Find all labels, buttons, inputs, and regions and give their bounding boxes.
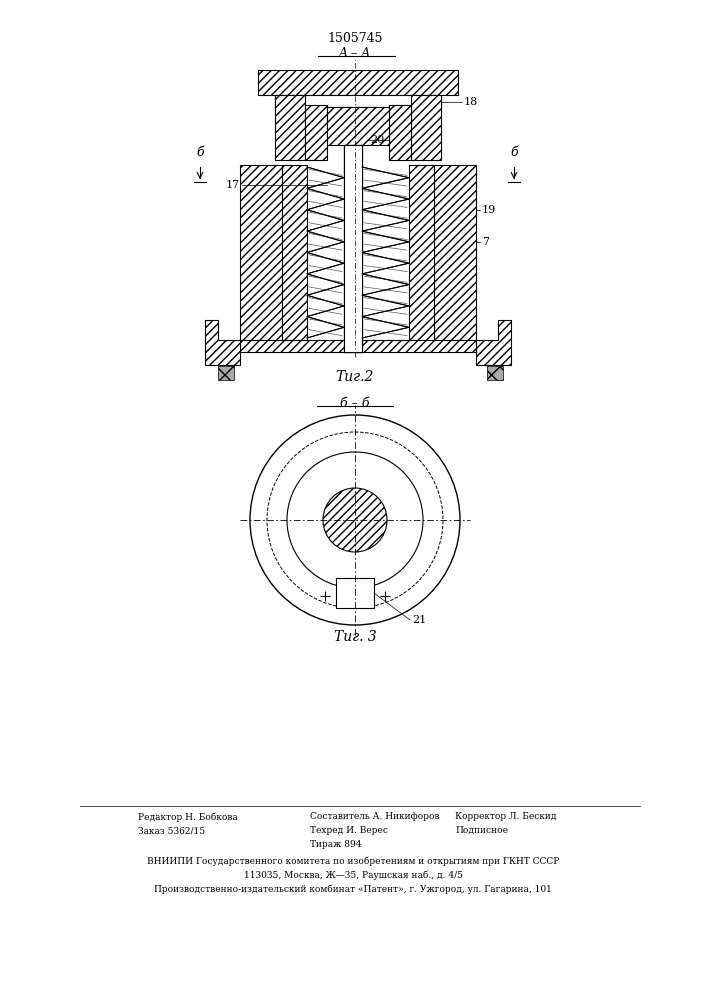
Bar: [258, 70, 458, 95]
Circle shape: [250, 415, 460, 625]
Bar: [344, 145, 362, 352]
Text: Τиг.2: Τиг.2: [336, 370, 374, 384]
Text: 18: 18: [464, 97, 478, 107]
Text: 21: 21: [412, 615, 426, 625]
Text: Составитель А. Никифоров: Составитель А. Никифоров: [310, 812, 440, 821]
Text: б – б: б – б: [340, 397, 370, 410]
Bar: [218, 366, 234, 380]
Text: Τиг. 3: Τиг. 3: [334, 630, 376, 644]
Bar: [409, 165, 434, 340]
Bar: [487, 366, 503, 380]
Text: A – A: A – A: [339, 47, 371, 60]
Text: Редактор Н. Бобкова: Редактор Н. Бобкова: [138, 812, 238, 822]
Polygon shape: [205, 320, 240, 365]
Text: 17: 17: [226, 180, 240, 190]
Bar: [344, 145, 362, 352]
Circle shape: [323, 488, 387, 552]
Text: Заказ 5362/15: Заказ 5362/15: [138, 826, 205, 835]
Circle shape: [287, 452, 423, 588]
Text: 20: 20: [370, 135, 384, 145]
Text: Производственно-издательский комбинат «Патент», г. Ужгород, ул. Гагарина, 101: Производственно-издательский комбинат «П…: [154, 884, 552, 894]
Text: б: б: [510, 145, 518, 158]
Bar: [275, 95, 441, 107]
Bar: [240, 165, 282, 340]
Text: ВНИИПИ Государственного комитета по изобретениям и открытиям при ГКНТ СССР: ВНИИПИ Государственного комитета по изоб…: [147, 856, 559, 865]
Text: Подписное: Подписное: [455, 826, 508, 835]
Text: Техред И. Верес: Техред И. Верес: [310, 826, 388, 835]
Bar: [344, 165, 362, 340]
Text: б: б: [196, 145, 204, 158]
Bar: [336, 578, 374, 608]
Bar: [434, 165, 476, 340]
Bar: [240, 340, 476, 352]
Text: 19: 19: [482, 205, 496, 215]
Text: 113035, Москва, Ж—35, Раушская наб., д. 4/5: 113035, Москва, Ж—35, Раушская наб., д. …: [243, 870, 462, 880]
Bar: [275, 95, 305, 160]
Bar: [282, 165, 307, 340]
Text: Тираж 894: Тираж 894: [310, 840, 361, 849]
Text: 7: 7: [482, 237, 489, 247]
Bar: [305, 105, 327, 160]
Bar: [327, 107, 389, 145]
Bar: [411, 95, 441, 160]
Text: Корректор Л. Бескид: Корректор Л. Бескид: [455, 812, 556, 821]
Bar: [389, 105, 411, 160]
Bar: [344, 145, 362, 352]
Polygon shape: [476, 320, 511, 365]
Text: 1505745: 1505745: [327, 32, 382, 45]
